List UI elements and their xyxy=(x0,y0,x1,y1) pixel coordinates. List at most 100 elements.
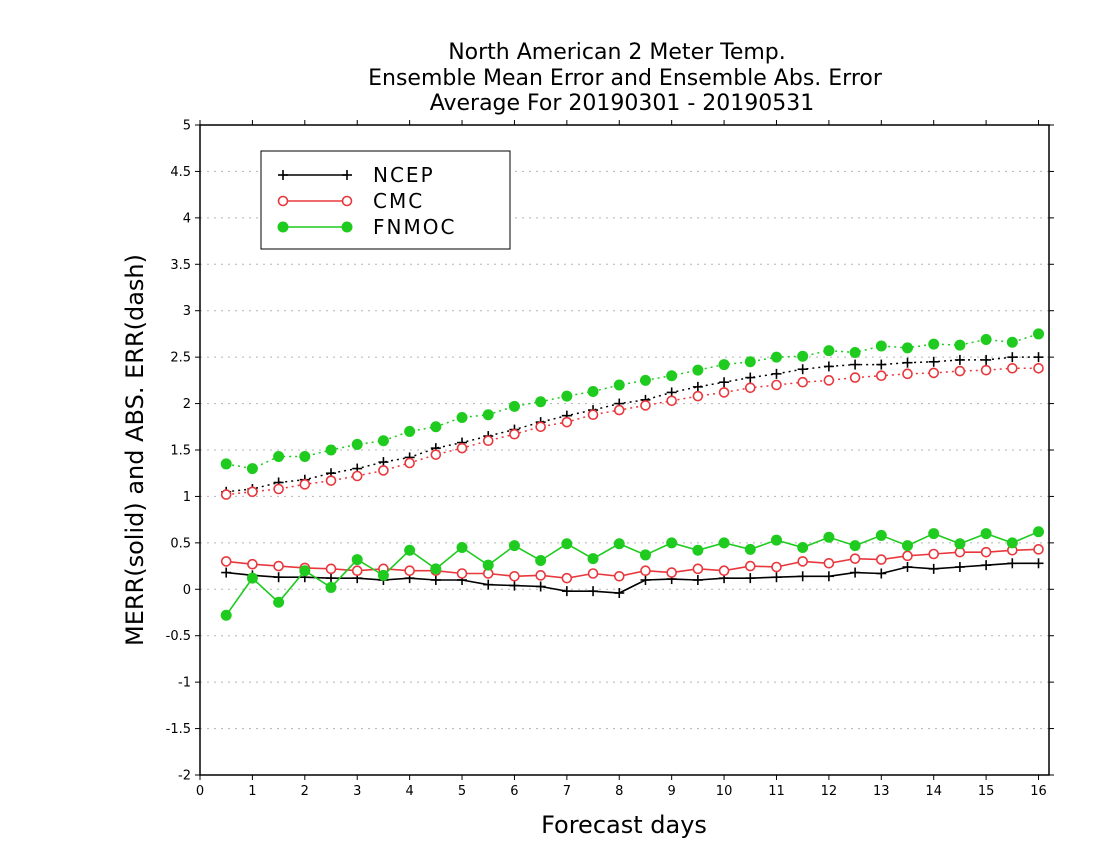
fnmoc-mean-error-point xyxy=(875,529,887,541)
fnmoc-abs-error-point xyxy=(220,458,232,470)
legend-marker-left xyxy=(278,170,288,180)
ncep-mean-error-point xyxy=(981,560,992,571)
cmc-abs-error-point xyxy=(561,416,573,428)
cmc-abs-error-point xyxy=(1007,362,1018,374)
cmc-abs-error-point xyxy=(247,486,258,498)
fnmoc-mean-error-point xyxy=(220,609,232,621)
cmc-mean-error-point xyxy=(456,568,468,579)
ncep-mean-error-point xyxy=(535,581,546,592)
fnmoc-mean-error-point xyxy=(823,531,835,543)
ncep-abs-error-point xyxy=(876,359,887,370)
cmc-abs-error-point xyxy=(351,470,363,482)
x-tick-label: 1 xyxy=(248,784,256,799)
x-tick-label: 11 xyxy=(768,784,785,799)
y-tick-label: -2 xyxy=(178,769,191,784)
y-tick-label: 4 xyxy=(183,211,191,226)
y-tick-label: 1.5 xyxy=(170,444,191,459)
ncep-abs-error-point xyxy=(1007,352,1018,363)
cmc-mean-error-point xyxy=(325,563,337,575)
x-tick-label: 9 xyxy=(668,784,676,799)
legend-item-fnmoc: FNMOC xyxy=(277,215,454,239)
ncep-mean-error-point xyxy=(876,568,887,579)
cmc-mean-error-point xyxy=(1033,544,1044,555)
cmc-abs-error-point xyxy=(509,428,520,440)
fnmoc-mean-error-point xyxy=(954,538,966,550)
cmc-abs-error-point xyxy=(1033,362,1044,374)
legend-marker-right xyxy=(341,195,353,207)
cmc-abs-error-point xyxy=(823,375,835,386)
fnmoc-abs-error-line xyxy=(226,333,1039,470)
fnmoc-mean-error-point xyxy=(404,544,416,556)
fnmoc-mean-error-point xyxy=(770,534,782,546)
cmc-abs-error-point xyxy=(378,465,389,476)
cmc-mean-error-point xyxy=(640,565,651,577)
ncep-mean-error-point xyxy=(745,573,756,584)
cmc-mean-error-point xyxy=(535,570,546,581)
title-line-3: Average For 20190301 - 20190531 xyxy=(430,91,815,116)
ncep-mean-error-point xyxy=(614,588,625,598)
cmc-mean-error-point xyxy=(797,556,808,567)
fnmoc-mean-error-point xyxy=(299,565,311,577)
cmc-abs-error-point xyxy=(718,387,730,398)
fnmoc-abs-error-point xyxy=(404,425,416,437)
ncep-mean-error-point xyxy=(1033,558,1044,569)
fnmoc-mean-error-point xyxy=(482,559,494,571)
x-tick-label: 2 xyxy=(301,784,309,799)
x-tick-label: 14 xyxy=(925,784,942,799)
ncep-abs-error-point xyxy=(771,368,782,379)
cmc-mean-error-point xyxy=(220,556,232,567)
fnmoc-abs-error-point xyxy=(928,338,940,350)
ncep-mean-error-point xyxy=(640,575,651,585)
ncep-abs-error-point xyxy=(954,354,965,365)
ncep-abs-error-point xyxy=(850,359,861,370)
fnmoc-mean-error-point xyxy=(1033,526,1045,538)
ncep-mean-error-point xyxy=(221,567,232,578)
fnmoc-mean-error-point xyxy=(718,537,730,549)
ncep-abs-error-point xyxy=(902,357,913,368)
fnmoc-mean-error-point xyxy=(587,553,599,565)
ncep-mean-error-point xyxy=(588,586,599,597)
ncep-abs-error-point xyxy=(981,354,992,365)
cmc-mean-error-point xyxy=(875,554,887,565)
fnmoc-mean-error-point xyxy=(639,549,651,561)
cmc-mean-error-point xyxy=(404,565,415,577)
axis-ticks: -2-1.5-1-0.500.511.522.533.544.550 1 2 3 4 5 6… xyxy=(166,119,1054,799)
ncep-abs-error-point xyxy=(745,372,756,383)
fnmoc-mean-error-point xyxy=(692,544,704,556)
cmc-mean-error-point xyxy=(509,570,520,582)
plot-frame xyxy=(199,124,1050,776)
cmc-abs-error-point xyxy=(456,442,468,454)
legend-item-ncep: NCEP xyxy=(278,163,433,187)
ncep-mean-error-point xyxy=(850,567,861,578)
fnmoc-mean-error-point xyxy=(902,540,913,552)
y-tick-label: 4.5 xyxy=(170,165,191,180)
cmc-abs-error-point xyxy=(220,489,232,500)
cmc-abs-error-point xyxy=(535,421,546,433)
fnmoc-mean-error-point xyxy=(430,563,442,575)
fnmoc-mean-error-point xyxy=(797,542,809,553)
ncep-abs-error-line xyxy=(226,356,1039,493)
cmc-abs-error-point xyxy=(273,483,284,495)
cmc-mean-error-point xyxy=(718,565,730,577)
fnmoc-abs-error-point xyxy=(299,451,311,462)
cmc-abs-error-point xyxy=(928,367,940,379)
series-ncep xyxy=(221,352,1044,598)
title-line-2: Ensemble Mean Error and Ensemble Abs. Er… xyxy=(368,66,883,91)
cmc-abs-error-point xyxy=(299,479,311,490)
ncep-mean-error-point xyxy=(509,580,520,591)
x-tick-label: 8 xyxy=(615,784,623,799)
fnmoc-mean-error-point xyxy=(928,528,940,540)
cmc-mean-error-point xyxy=(247,558,258,570)
chart-title: North American 2 Meter Temp. Ensemble Me… xyxy=(368,40,883,116)
fnmoc-abs-error-point xyxy=(744,356,756,368)
fnmoc-abs-error-point xyxy=(1006,336,1018,348)
fnmoc-abs-error-point xyxy=(718,359,730,371)
fnmoc-abs-error-point xyxy=(456,412,468,423)
cmc-abs-error-point xyxy=(482,435,494,447)
cmc-abs-error-point xyxy=(771,379,782,391)
y-tick-label: -1.5 xyxy=(166,722,191,737)
fnmoc-abs-error-point xyxy=(587,386,599,397)
ncep-abs-error-point xyxy=(928,356,939,367)
fnmoc-abs-error-point xyxy=(875,340,887,352)
ncep-mean-error-point xyxy=(483,579,494,590)
